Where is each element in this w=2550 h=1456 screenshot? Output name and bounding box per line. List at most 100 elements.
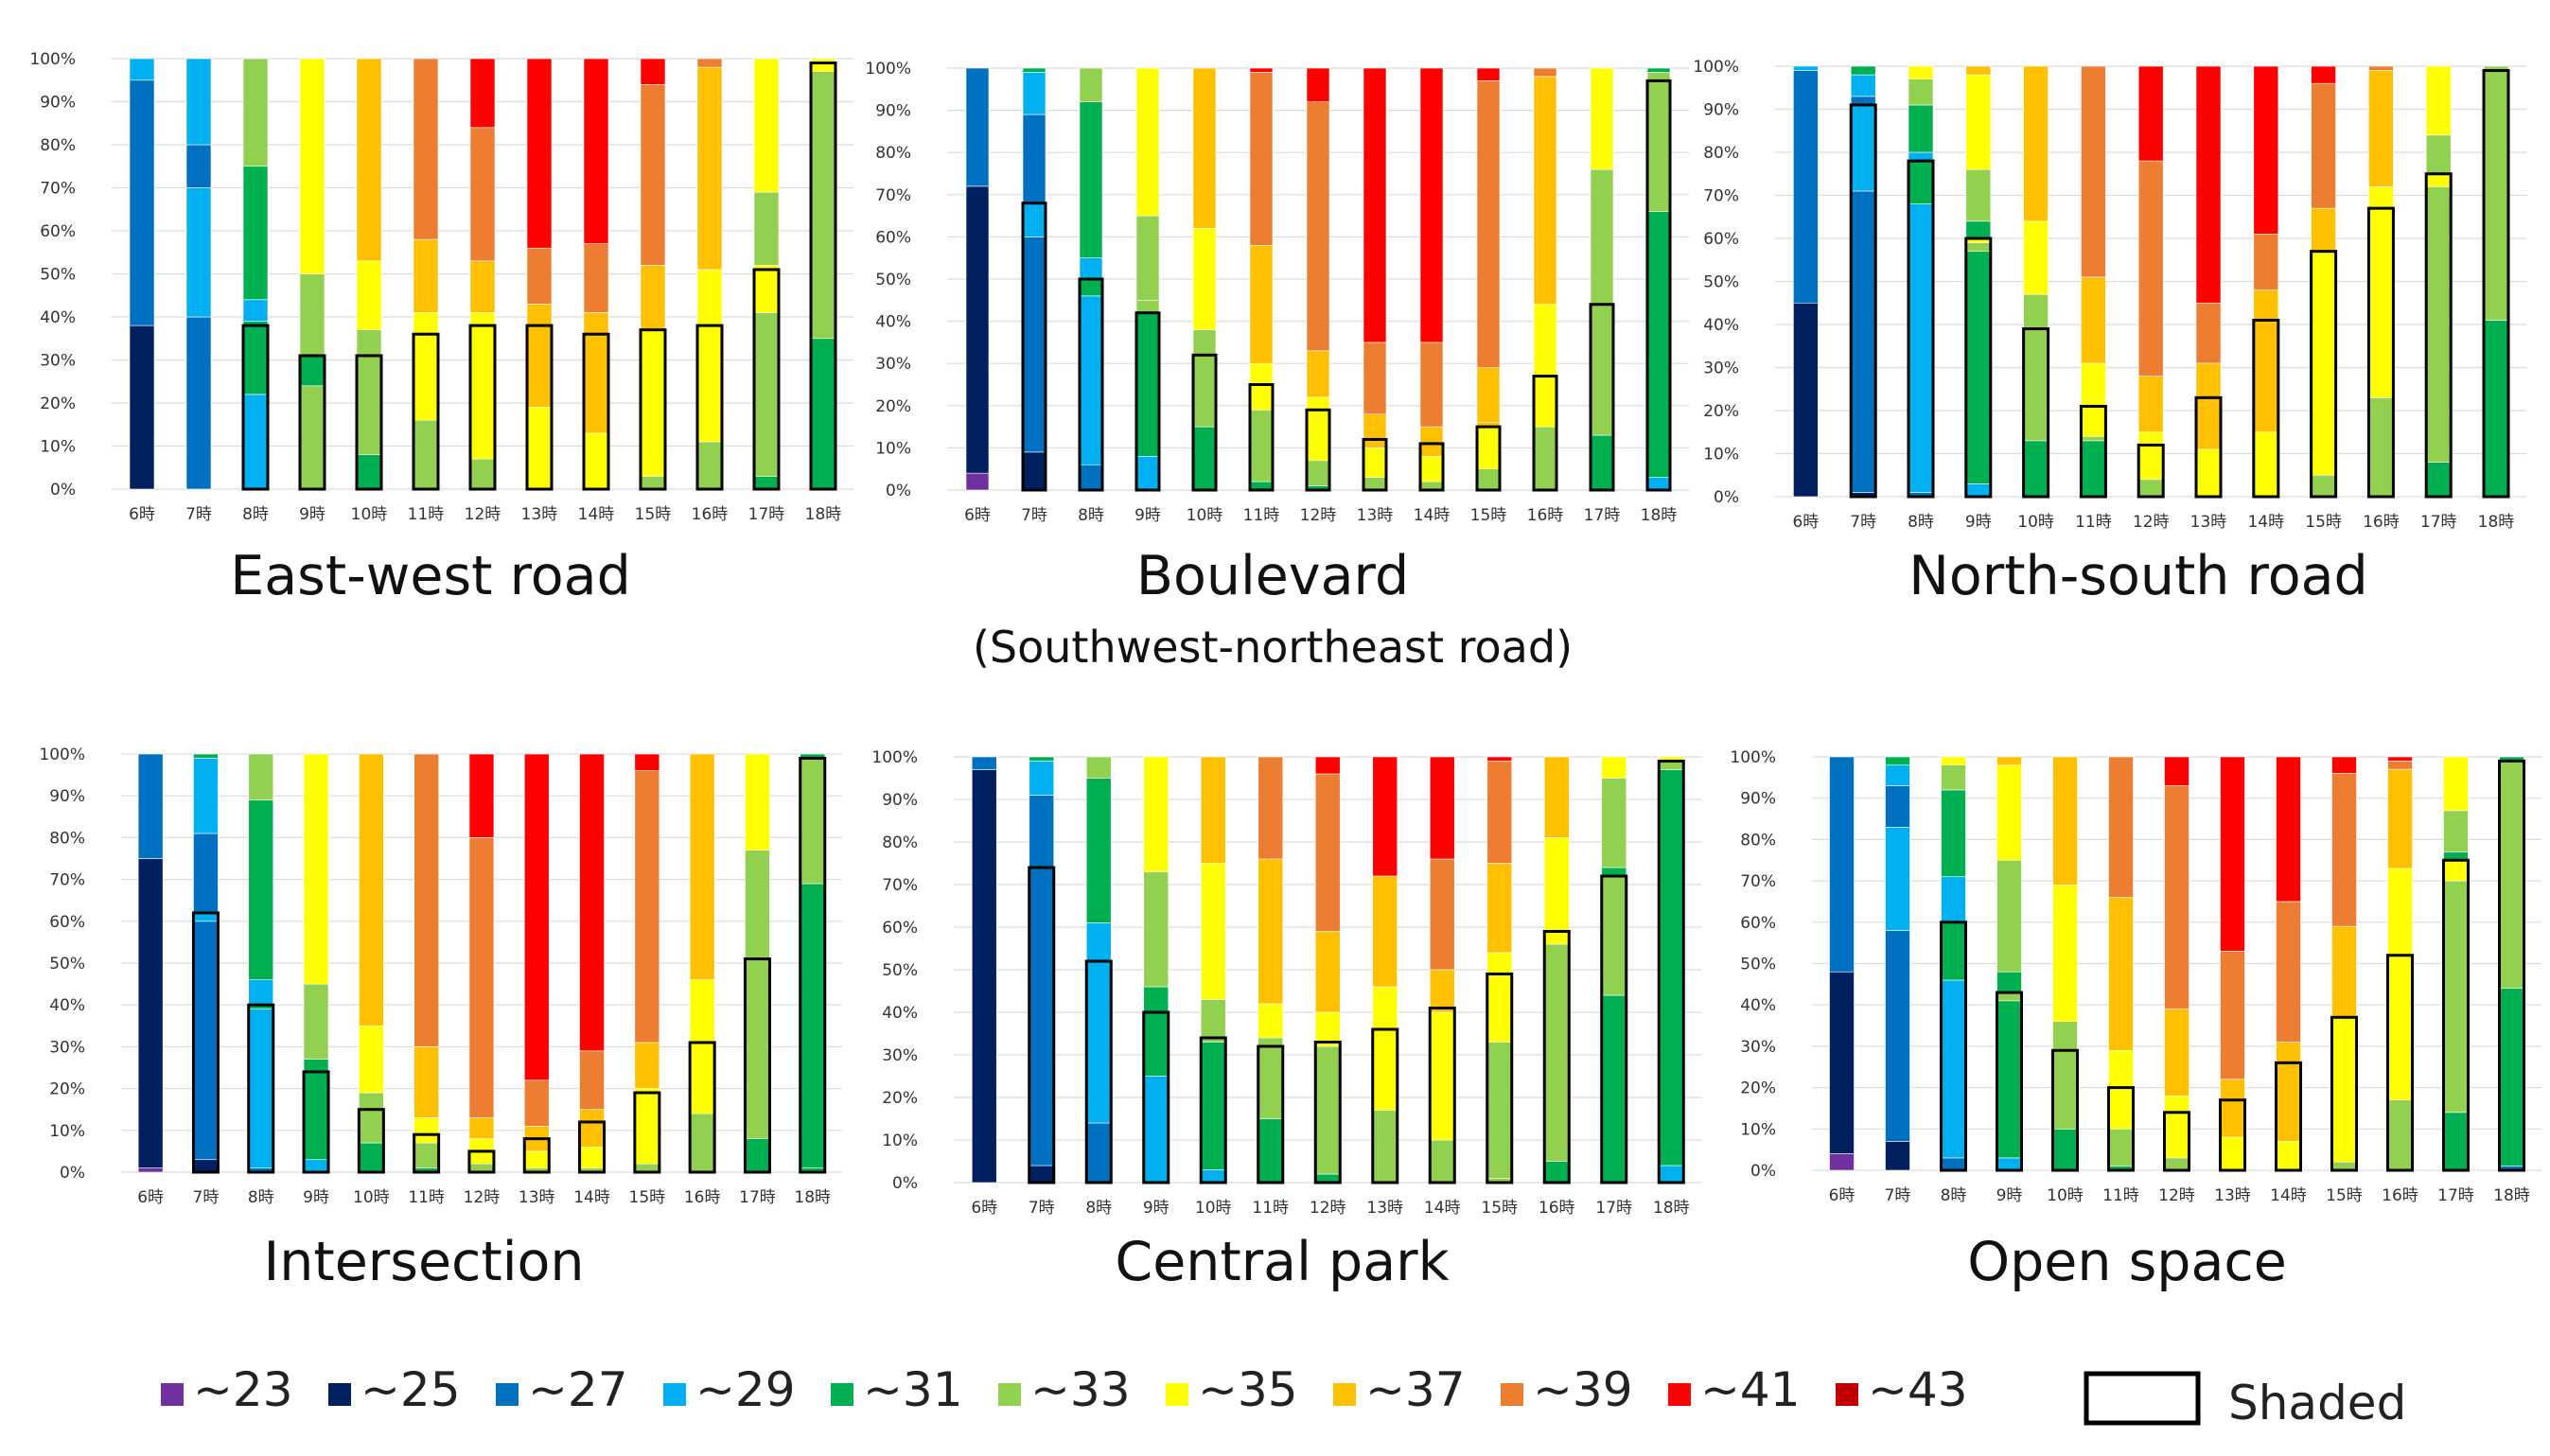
- bar-segment: [2220, 1099, 2245, 1138]
- x-tick-label: 14時: [2247, 513, 2284, 532]
- y-tick-label: 0%: [50, 481, 76, 500]
- bar-segment: [2425, 186, 2452, 463]
- x-tick-label: 10時: [2017, 513, 2054, 532]
- bar-segment: [193, 753, 219, 759]
- legend-label: ~41: [1700, 1362, 1801, 1417]
- bar-segment: [579, 1121, 605, 1148]
- bar-segment: [1429, 858, 1455, 971]
- chart-title: Intersection: [263, 1231, 584, 1293]
- bar-stack: [1907, 65, 1935, 499]
- bar-segment: [356, 260, 382, 330]
- bar-segment: [193, 1159, 219, 1173]
- y-tick-label: 60%: [49, 913, 85, 932]
- x-tick-label: 15時: [629, 1188, 666, 1207]
- bar-segment: [810, 58, 836, 72]
- bar-segment: [1419, 342, 1444, 428]
- bar-segment: [1850, 74, 1876, 97]
- bar-segment: [640, 58, 666, 85]
- shaded-outline: [357, 1108, 385, 1174]
- bar-segment: [810, 338, 836, 490]
- bar-segment: [1429, 756, 1455, 860]
- bar-segment: [1885, 785, 1910, 828]
- y-tick-label: 20%: [49, 1080, 85, 1099]
- bar-segment: [696, 441, 723, 490]
- bar-segment: [2081, 406, 2106, 437]
- shaded-outline: [2386, 954, 2414, 1172]
- bar-segment: [1314, 756, 1341, 775]
- bar-segment: [526, 407, 553, 490]
- y-tick-label: 80%: [882, 833, 918, 852]
- bar-segment: [2164, 1112, 2189, 1159]
- bar-segment: [469, 458, 496, 490]
- bar-segment: [1200, 1169, 1226, 1184]
- bar-segment: [1085, 922, 1112, 962]
- bar-segment: [2195, 362, 2222, 398]
- legend-label: ~39: [1533, 1362, 1633, 1417]
- x-tick-label: 18時: [794, 1188, 831, 1207]
- bar-segment: [523, 1126, 550, 1139]
- bar-segment: [1965, 220, 1992, 239]
- bar-segment: [1022, 72, 1046, 115]
- bar-segment: [640, 265, 666, 330]
- y-tick-label: 50%: [875, 271, 911, 289]
- bar-segment: [1143, 871, 1169, 988]
- bar-segment: [526, 58, 553, 249]
- y-tick-label: 80%: [40, 136, 76, 155]
- bar-segment: [1646, 477, 1671, 491]
- bar-stack: [247, 753, 275, 1174]
- legend-swatch: [1668, 1383, 1691, 1406]
- bar-segment: [1965, 483, 1992, 498]
- bar-segment: [2164, 1009, 2189, 1096]
- legend-label: ~37: [1365, 1362, 1466, 1417]
- bar-segment: [1590, 304, 1614, 436]
- bar-segment: [2081, 65, 2106, 278]
- x-tick-label: 7時: [1021, 506, 1047, 525]
- x-tick-label: 8時: [248, 1188, 274, 1207]
- shaded-outline: [2275, 1061, 2302, 1172]
- bar-segment: [1590, 168, 1614, 306]
- y-tick-label: 100%: [1693, 58, 1739, 77]
- bar-segment: [1646, 67, 1671, 73]
- bar-stack: [1996, 756, 2023, 1172]
- x-tick-label: 14時: [573, 1188, 610, 1207]
- bar-segment: [469, 260, 496, 313]
- bar-segment: [2137, 479, 2164, 498]
- chart-panels: 0% 10% 20% 30% 40% 50% 60% 70% 80% 90% 100% 6時 7時 8時 9…: [29, 50, 2541, 1293]
- legend-label: ~35: [1198, 1362, 1298, 1417]
- bar-segment: [1996, 764, 2022, 861]
- shaded-outline: [1907, 159, 1935, 499]
- y-tick-label: 0%: [892, 1174, 918, 1193]
- bar-segment: [469, 58, 496, 129]
- bar-segment: [1143, 986, 1169, 1013]
- x-tick-label: 11時: [2075, 513, 2112, 532]
- bar-segment: [1941, 876, 1966, 923]
- bar-segment: [523, 753, 550, 1081]
- x-tick-label: 8時: [1941, 1186, 1967, 1205]
- bar-segment: [2368, 397, 2394, 498]
- chart-title: Open space: [1967, 1231, 2287, 1293]
- shaded-outline: [1134, 311, 1161, 492]
- legend-label: ~33: [1030, 1362, 1131, 1417]
- shaded-outline: [2022, 327, 2050, 499]
- bar-stack: [1021, 67, 1047, 492]
- bar-segment: [2387, 955, 2413, 1101]
- bar-stack: [965, 67, 990, 491]
- bar-segment: [1908, 160, 1934, 204]
- bar-segment: [242, 58, 269, 167]
- y-tick-label: 100%: [29, 50, 76, 69]
- x-tick-label: 7時: [1885, 1186, 1911, 1205]
- bar-segment: [2137, 431, 2164, 446]
- bar-segment: [1486, 863, 1513, 954]
- shaded-outline: [302, 1070, 330, 1174]
- bar-segment: [1079, 257, 1103, 280]
- legend-label: ~31: [863, 1362, 963, 1417]
- bar-segment: [1257, 858, 1284, 1005]
- bar-segment: [1850, 190, 1876, 493]
- y-tick-label: 40%: [882, 1004, 918, 1023]
- bar-segment: [242, 394, 269, 490]
- bar-segment: [2164, 1096, 2189, 1114]
- shaded-outline: [1645, 79, 1672, 492]
- bar-segment: [2425, 462, 2452, 498]
- y-tick-label: 70%: [40, 180, 76, 199]
- bar-segment: [2164, 1157, 2189, 1171]
